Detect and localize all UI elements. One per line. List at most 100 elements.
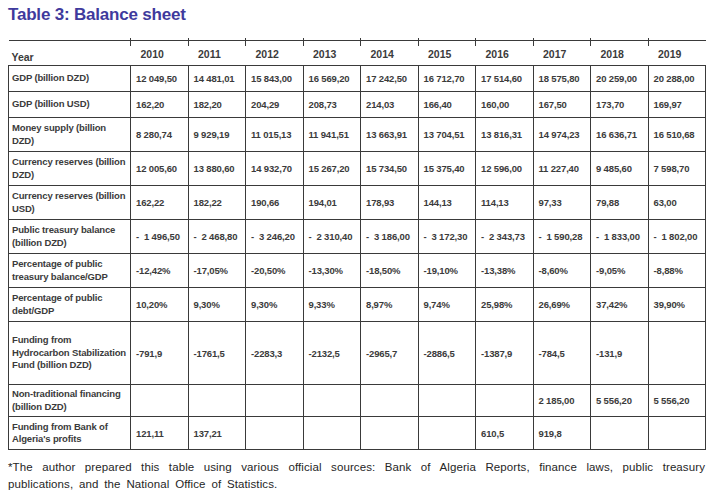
balance-sheet-table: Year201020112012201320142015201620172018…: [8, 40, 706, 450]
value-cell: - 1 496,50: [131, 220, 189, 254]
table-row: Public treasury balance (billion DZD)- 1…: [9, 220, 706, 254]
column-header-2017: 2017: [533, 41, 591, 66]
value-cell: [648, 417, 706, 450]
value-cell: 144,13: [418, 186, 476, 220]
value-cell: - 3 186,00: [361, 220, 419, 254]
value-cell: 11 941,51: [303, 118, 361, 152]
value-cell: [246, 417, 304, 450]
value-cell: 12 049,50: [131, 66, 189, 92]
value-cell: 13 663,91: [361, 118, 419, 152]
value-cell: 12 596,00: [476, 152, 534, 186]
value-cell: [303, 385, 361, 417]
value-cell: -18,50%: [361, 254, 419, 288]
value-cell: 204,29: [246, 92, 304, 118]
table-header-row: Year201020112012201320142015201620172018…: [9, 41, 706, 66]
value-cell: 14 974,23: [533, 118, 591, 152]
value-cell: [246, 385, 304, 417]
value-cell: -19,10%: [418, 254, 476, 288]
value-cell: 162,20: [131, 92, 189, 118]
value-cell: 16 569,20: [303, 66, 361, 92]
value-cell: [476, 385, 534, 417]
value-cell: -12,42%: [131, 254, 189, 288]
table-row: Funding from Hydrocarbon Stabilization F…: [9, 322, 706, 385]
value-cell: -2132,5: [303, 322, 361, 385]
row-label: Percentage of public treasury balance/GD…: [9, 254, 131, 288]
value-cell: 97,33: [533, 186, 591, 220]
value-cell: 11 227,40: [533, 152, 591, 186]
value-cell: - 3 246,20: [246, 220, 304, 254]
value-cell: 13 704,51: [418, 118, 476, 152]
value-cell: 16 712,70: [418, 66, 476, 92]
value-cell: 14 932,70: [246, 152, 304, 186]
value-cell: 12 005,60: [131, 152, 189, 186]
year-row-header: Year: [9, 41, 131, 66]
value-cell: 15 375,40: [418, 152, 476, 186]
value-cell: 9 929,19: [188, 118, 246, 152]
value-cell: -784,5: [533, 322, 591, 385]
value-cell: [131, 385, 189, 417]
value-cell: -8,60%: [533, 254, 591, 288]
value-cell: 13 880,60: [188, 152, 246, 186]
value-cell: 9 485,60: [591, 152, 649, 186]
value-cell: 25,98%: [476, 288, 534, 322]
row-label: GDP (billion USD): [9, 92, 131, 118]
value-cell: 20 288,00: [648, 66, 706, 92]
column-header-2011: 2011: [188, 41, 246, 66]
value-cell: 121,11: [131, 417, 189, 450]
value-cell: 11 015,13: [246, 118, 304, 152]
table-title: Table 3: Balance sheet: [8, 5, 705, 25]
row-label: GDP (billion DZD): [9, 66, 131, 92]
row-label: Non-traditional financing (billion DZD): [9, 385, 131, 417]
value-cell: 9,33%: [303, 288, 361, 322]
row-label: Percentage of public debt/GDP: [9, 288, 131, 322]
value-cell: -2886,5: [418, 322, 476, 385]
value-cell: 17 514,60: [476, 66, 534, 92]
column-header-2018: 2018: [591, 41, 649, 66]
value-cell: -1387,9: [476, 322, 534, 385]
row-label: Funding from Bank of Algeria's profits: [9, 417, 131, 450]
value-cell: -8,88%: [648, 254, 706, 288]
value-cell: 190,66: [246, 186, 304, 220]
page: Table 3: Balance sheet Year2010201120122…: [0, 0, 713, 492]
column-header-2019: 2019: [648, 41, 706, 66]
table-row: Non-traditional financing (billion DZD)2…: [9, 385, 706, 417]
value-cell: 9,30%: [188, 288, 246, 322]
value-cell: [361, 385, 419, 417]
value-cell: 7 598,70: [648, 152, 706, 186]
value-cell: 15 734,50: [361, 152, 419, 186]
value-cell: 14 481,01: [188, 66, 246, 92]
value-cell: - 1 590,28: [533, 220, 591, 254]
value-cell: 8,97%: [361, 288, 419, 322]
value-cell: 15 843,00: [246, 66, 304, 92]
value-cell: 178,93: [361, 186, 419, 220]
value-cell: [361, 417, 419, 450]
value-cell: - 2 310,40: [303, 220, 361, 254]
value-cell: 162,22: [131, 186, 189, 220]
table-row: Percentage of public debt/GDP10,20%9,30%…: [9, 288, 706, 322]
value-cell: 167,50: [533, 92, 591, 118]
value-cell: 182,20: [188, 92, 246, 118]
value-cell: - 3 172,30: [418, 220, 476, 254]
value-cell: 214,03: [361, 92, 419, 118]
value-cell: -9,05%: [591, 254, 649, 288]
value-cell: -13,30%: [303, 254, 361, 288]
value-cell: -2965,7: [361, 322, 419, 385]
value-cell: 79,88: [591, 186, 649, 220]
value-cell: 114,13: [476, 186, 534, 220]
value-cell: 919,8: [533, 417, 591, 450]
value-cell: - 1 833,00: [591, 220, 649, 254]
value-cell: 63,00: [648, 186, 706, 220]
value-cell: 17 242,50: [361, 66, 419, 92]
column-header-2012: 2012: [246, 41, 304, 66]
value-cell: 15 267,20: [303, 152, 361, 186]
value-cell: 8 280,74: [131, 118, 189, 152]
value-cell: 20 259,00: [591, 66, 649, 92]
value-cell: 26,69%: [533, 288, 591, 322]
table-body: GDP (billion DZD)12 049,5014 481,0115 84…: [9, 66, 706, 450]
table-row: Funding from Bank of Algeria's profits12…: [9, 417, 706, 450]
value-cell: -131,9: [591, 322, 649, 385]
value-cell: [648, 322, 706, 385]
value-cell: 182,22: [188, 186, 246, 220]
value-cell: [418, 417, 476, 450]
value-cell: -791,9: [131, 322, 189, 385]
